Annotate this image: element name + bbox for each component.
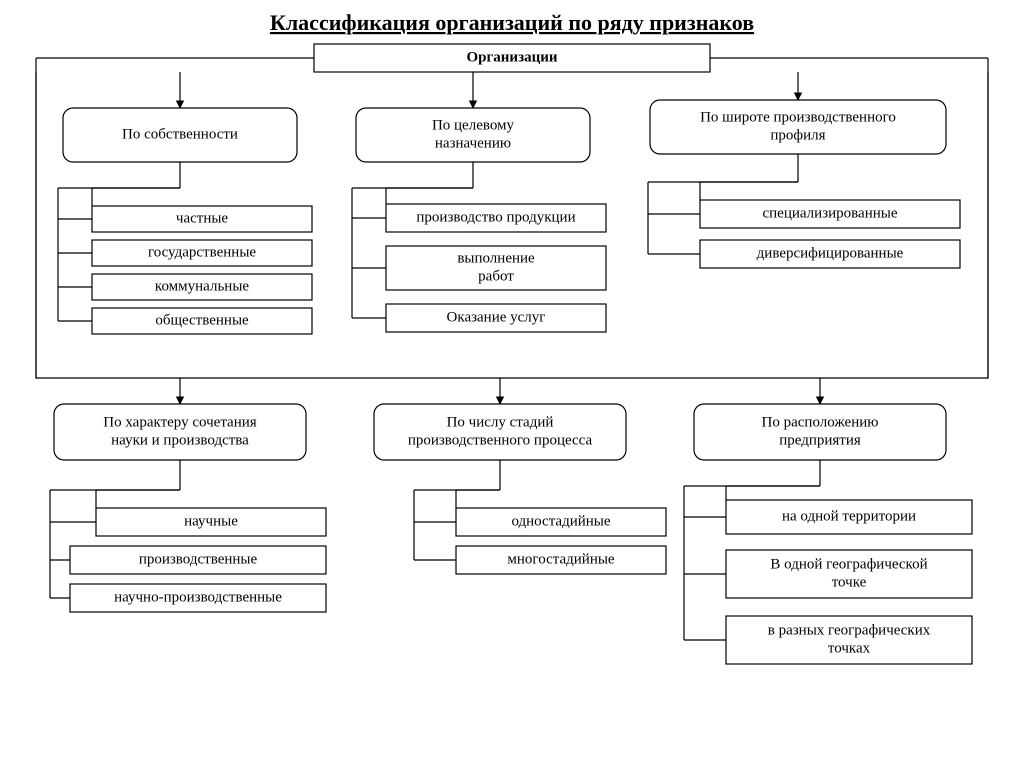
node-c1i2-label: государственные: [148, 244, 256, 260]
node-c3-label: По широте производственного: [700, 109, 896, 125]
node-c1i3-label: коммунальные: [155, 278, 249, 294]
node-c3i2-label: диверсифицированные: [757, 245, 904, 261]
node-c3-label: профиля: [770, 127, 825, 143]
node-c5-label: По числу стадий: [447, 414, 554, 430]
node-c2i3-label: Оказание услуг: [447, 309, 546, 325]
node-c1i1-label: частные: [176, 210, 229, 226]
node-c4i3-label: научно-производственные: [114, 589, 282, 605]
node-c2i2-label: работ: [478, 268, 514, 284]
node-c3i1-label: специализированные: [763, 205, 898, 221]
node-c4-label: науки и производства: [111, 432, 249, 448]
node-c1i4-label: общественные: [155, 312, 249, 328]
node-c1-label: По собственности: [122, 126, 238, 142]
node-c6i2-label: точке: [832, 574, 867, 590]
node-c5-label: производственного процесса: [408, 432, 593, 448]
node-c6i2-label: В одной географической: [770, 556, 927, 572]
node-root-label: Организации: [466, 49, 557, 65]
node-c2i2-label: выполнение: [457, 250, 535, 266]
node-c2-label: назначению: [435, 135, 511, 151]
node-c6-label: предприятия: [779, 432, 861, 448]
node-c4i1-label: научные: [184, 513, 238, 529]
diagram-title: Классификация организаций по ряду призна…: [270, 10, 754, 35]
node-c6i3-label: в разных географических: [768, 622, 931, 638]
node-c2-label: По целевому: [432, 117, 515, 133]
node-c6i3-label: точках: [828, 640, 871, 656]
node-c4i2-label: производственные: [139, 551, 258, 567]
node-c2i1-label: производство продукции: [416, 209, 575, 225]
node-c6-label: По расположению: [762, 414, 879, 430]
node-c4-label: По характеру сочетания: [103, 414, 256, 430]
node-c5i2-label: многостадийные: [507, 551, 615, 567]
node-c6i1-label: на одной территории: [782, 508, 916, 524]
org-classification-diagram: Классификация организаций по ряду призна…: [0, 0, 1024, 767]
node-c5i1-label: одностадийные: [511, 513, 610, 529]
